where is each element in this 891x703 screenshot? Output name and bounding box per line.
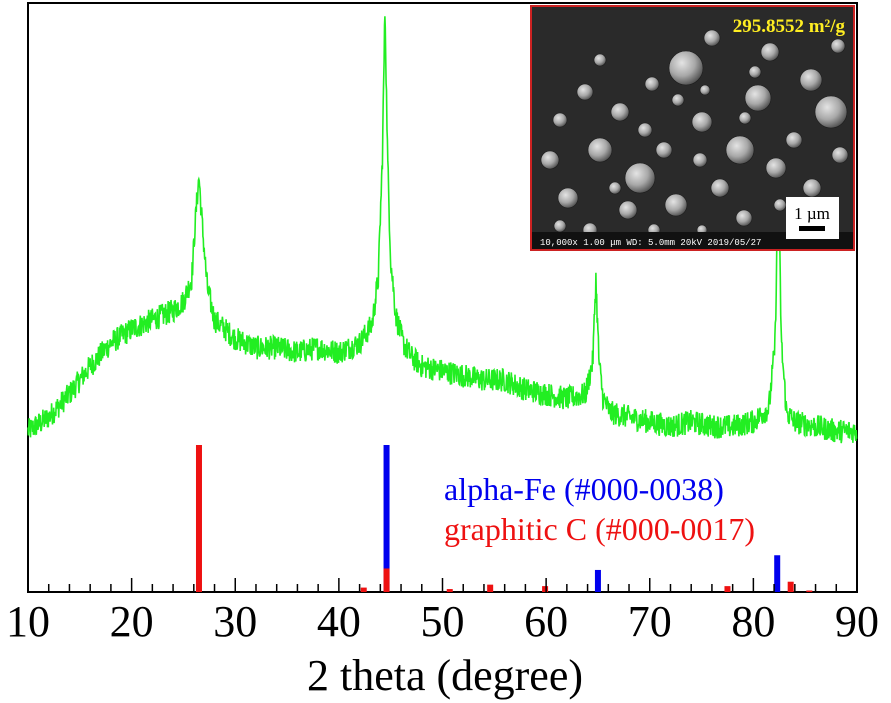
sem-particle <box>692 152 708 168</box>
sem-particle <box>699 84 711 96</box>
graphitic-c-peak-bar <box>360 587 367 592</box>
alpha-fe-peak-bar <box>774 555 781 592</box>
sem-particle <box>655 141 673 159</box>
graphitic-c-peak-bar <box>787 581 794 592</box>
graphitic-c-peak-bar <box>195 445 202 592</box>
sem-particle <box>691 111 713 133</box>
graphitic-c-peak-bar <box>383 568 390 592</box>
sem-particle <box>760 42 780 62</box>
graphitic-c-peak-bar <box>724 586 731 592</box>
sem-footer-band <box>531 232 854 250</box>
x-tick-label: 60 <box>524 597 568 646</box>
reference-bars <box>195 445 813 592</box>
x-tick-label: 40 <box>317 597 361 646</box>
sem-particle <box>773 198 787 212</box>
sem-particle <box>765 157 787 179</box>
sem-particle <box>744 84 772 112</box>
sem-particle <box>557 187 579 209</box>
x-tick-label: 20 <box>110 597 154 646</box>
x-axis-title: 2 theta (degree) <box>307 651 583 700</box>
sem-particle <box>710 178 730 198</box>
graphitic-c-peak-bar <box>487 584 494 592</box>
sem-footer-text: 10,000x 1.00 μm WD: 5.0mm 20kV 2019/05/2… <box>540 238 761 248</box>
sem-particle <box>735 209 753 227</box>
alpha-fe-peak-bar <box>383 445 390 592</box>
surface-area-label: 295.8552 m²/g <box>733 16 846 37</box>
x-tick-label: 80 <box>731 597 775 646</box>
sem-particle <box>668 50 704 86</box>
sem-particle <box>540 150 560 170</box>
sem-particle <box>703 29 721 47</box>
sem-particle <box>830 38 846 54</box>
legend-graphitic-c: graphitic C (#000-0017) <box>444 511 755 547</box>
sem-particle <box>725 135 755 165</box>
legend-alpha-fe: alpha-Fe (#000-0038) <box>444 471 724 507</box>
sem-inset-border <box>530 5 855 251</box>
sem-particle <box>802 178 822 198</box>
alpha-fe-peak-bar <box>594 569 601 592</box>
graphitic-c-peak-bar <box>542 586 549 592</box>
sem-particle <box>552 112 568 128</box>
xrd-pattern-line <box>27 16 858 444</box>
sem-particle <box>785 131 803 149</box>
scale-bar-label: 1 µm <box>794 204 830 223</box>
sem-particle <box>664 193 688 217</box>
sem-particle <box>799 68 823 92</box>
sem-particle <box>738 111 752 125</box>
x-tick-label: 10 <box>6 597 50 646</box>
sem-particle <box>831 146 849 164</box>
scale-bar-box <box>786 197 839 239</box>
sem-inset: 10,000x 1.00 μm WD: 5.0mm 20kV 2019/05/2… <box>530 5 855 251</box>
sem-particle <box>814 95 848 129</box>
x-tick-label: 30 <box>213 597 257 646</box>
sem-particle <box>624 162 656 194</box>
graphitic-c-peak-bar <box>446 589 453 592</box>
sem-particle <box>748 65 762 79</box>
sem-particle <box>593 53 607 67</box>
x-tick-label: 90 <box>835 597 879 646</box>
sem-particle <box>587 137 613 163</box>
sem-particle <box>608 181 622 195</box>
sem-particle <box>644 76 660 92</box>
x-axis-tick-labels: 10 20 30 40 50 60 70 80 90 <box>6 597 879 646</box>
scale-bar <box>799 226 825 231</box>
x-axis-ticks <box>27 578 858 592</box>
graphitic-c-peak-bar <box>806 590 813 592</box>
x-tick-label: 50 <box>421 597 465 646</box>
x-tick-label: 70 <box>628 597 672 646</box>
sem-particle <box>553 219 567 233</box>
sem-particle <box>576 83 594 101</box>
sem-particle <box>618 200 638 220</box>
sem-particle <box>671 93 685 107</box>
sem-particle <box>610 102 630 122</box>
sem-particles <box>540 29 849 238</box>
sem-particle <box>637 122 653 138</box>
